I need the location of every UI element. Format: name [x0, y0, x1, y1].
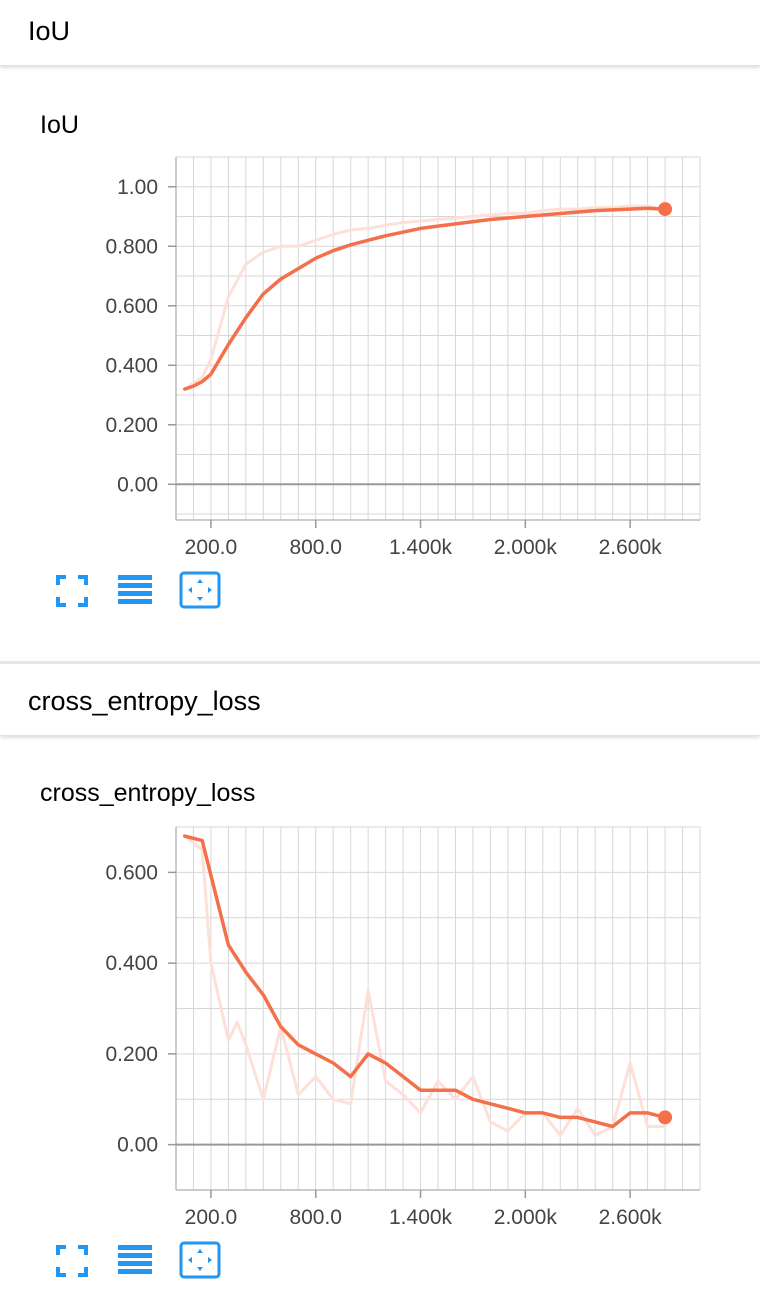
last-point-marker — [658, 202, 673, 217]
y-tick-label: 0.00 — [117, 1134, 158, 1157]
chart-title: IoU — [40, 111, 79, 139]
x-tick-label: 2.000k — [494, 1206, 558, 1229]
y-tick-label: 0.600 — [105, 861, 158, 884]
y-tick-label: 0.800 — [105, 235, 158, 258]
expand-icon[interactable] — [52, 571, 92, 611]
smoothed-series-line — [182, 206, 667, 391]
raw-series-line — [183, 834, 667, 1137]
card-divider — [0, 661, 760, 664]
y-tick-label: 0.600 — [105, 295, 158, 318]
y-tick-label: 0.400 — [105, 354, 158, 377]
fit-domain-icon[interactable] — [179, 1241, 221, 1281]
chart-title: cross_entropy_loss — [40, 779, 256, 807]
section-title: IoU — [28, 16, 71, 46]
y-tick-label: 1.00 — [117, 176, 158, 199]
chart-card-iou: IoU — [0, 66, 760, 662]
chart-toolbar-cross-entropy-loss — [52, 1241, 232, 1281]
x-tick-label: 2.000k — [494, 536, 558, 559]
y-tick-label: 0.400 — [105, 952, 158, 975]
x-tick-label: 800.0 — [289, 1206, 342, 1229]
y-tick-label: 0.200 — [105, 1043, 158, 1066]
y-tick-label: 0.00 — [117, 473, 158, 496]
section-title: cross_entropy_loss — [28, 686, 261, 716]
section-header-iou[interactable]: IoU — [0, 0, 760, 66]
list-icon[interactable] — [114, 571, 154, 611]
x-tick-label: 2.600k — [599, 536, 663, 559]
x-tick-label: 200.0 — [185, 536, 238, 559]
last-point-marker — [658, 1110, 673, 1125]
x-tick-label: 800.0 — [289, 536, 342, 559]
raw-series-line — [183, 204, 667, 391]
list-icon[interactable] — [114, 1241, 154, 1281]
smoothed-series-line — [182, 834, 667, 1129]
chart-card-cross-entropy-loss: cross_entropy_loss — [0, 736, 760, 1302]
x-tick-label: 2.600k — [599, 1206, 663, 1229]
x-tick-label: 200.0 — [185, 1206, 238, 1229]
chart-toolbar-iou — [52, 571, 232, 611]
section-header-cross-entropy-loss[interactable]: cross_entropy_loss — [0, 670, 760, 736]
expand-icon[interactable] — [52, 1241, 92, 1281]
cross-entropy-loss-chart: 0.00 0.200 0.400 0.600 200.0 800.0 1.400k 2.000… — [105, 826, 701, 1229]
x-tick-label: 1.400k — [389, 1206, 453, 1229]
iou-chart: 0.00 0.200 0.400 0.600 0.800 1.00 200.0 800.0 1.… — [105, 156, 701, 559]
x-tick-label: 1.400k — [389, 536, 453, 559]
y-tick-label: 0.200 — [105, 414, 158, 437]
fit-domain-icon[interactable] — [179, 571, 221, 611]
